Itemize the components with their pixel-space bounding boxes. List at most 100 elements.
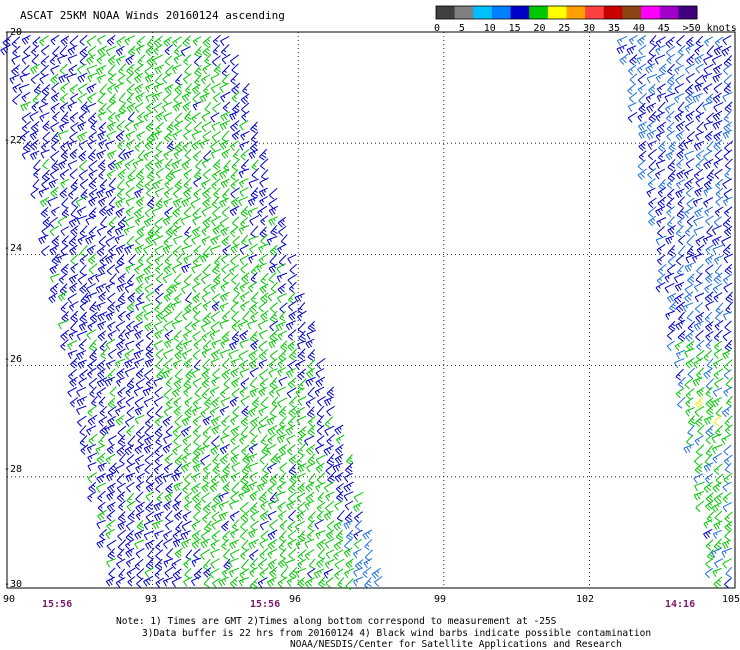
wind-barb: [109, 273, 117, 285]
wind-barb: [304, 500, 315, 511]
wind-barb: [143, 263, 153, 275]
wind-barb: [221, 148, 231, 159]
wind-barb: [79, 178, 89, 190]
wind-barb: [260, 500, 269, 511]
wind-barb: [51, 253, 60, 265]
wind-barb: [628, 35, 638, 46]
wind-barb: [267, 548, 278, 559]
wind-barb: [693, 490, 705, 501]
wind-barb: [126, 63, 135, 76]
wind-barb: [180, 538, 192, 549]
wind-barb: [268, 205, 279, 216]
wind-barb: [78, 111, 88, 123]
wind-barb: [354, 511, 363, 523]
wind-barb: [705, 539, 714, 551]
wind-barb: [241, 444, 250, 456]
wind-barb: [275, 491, 286, 501]
wind-barb: [715, 187, 724, 199]
wind-barb: [267, 529, 278, 541]
wind-barb: [86, 35, 97, 47]
wind-barb: [201, 348, 212, 359]
wind-barb: [125, 557, 135, 568]
wind-barb: [126, 72, 134, 84]
wind-barb: [192, 349, 201, 360]
wind-barb: [335, 443, 344, 455]
wind-barb: [154, 454, 164, 466]
wind-barb: [712, 244, 724, 255]
wind-barb: [154, 425, 163, 437]
wind-barb: [712, 452, 722, 464]
wind-barb: [297, 310, 307, 322]
wind-barb: [258, 349, 269, 361]
wind-barb: [269, 519, 279, 531]
wind-barb: [684, 101, 694, 113]
wind-barb: [686, 197, 695, 209]
wind-barb: [143, 310, 153, 321]
wind-barb: [695, 415, 704, 427]
wind-barb: [284, 558, 296, 569]
wind-barb: [307, 519, 315, 532]
wind-barb: [193, 510, 201, 522]
wind-barb: [40, 196, 50, 208]
wind-barb: [202, 63, 212, 75]
wind-barb: [723, 454, 733, 466]
wind-barb: [694, 435, 704, 446]
wind-barb: [152, 178, 163, 190]
wind-barb: [117, 539, 127, 552]
wind-barb: [174, 120, 184, 131]
wind-barb: [221, 53, 231, 65]
wind-barb: [667, 74, 676, 86]
wind-barb: [229, 539, 240, 550]
wind-barb: [88, 196, 98, 207]
wind-barb: [97, 311, 108, 322]
wind-barb: [228, 349, 239, 360]
wind-barb: [183, 576, 193, 587]
wind-barb: [705, 330, 714, 342]
wind-barb: [163, 149, 174, 161]
wind-barb: [713, 329, 723, 342]
wind-barb: [175, 520, 183, 533]
wind-barb: [145, 82, 155, 93]
wind-barb: [29, 111, 39, 122]
wind-barb: [77, 63, 87, 75]
wind-barb: [287, 273, 298, 285]
wind-barb: [229, 54, 239, 66]
wind-barb: [193, 434, 201, 447]
wind-barb: [145, 340, 154, 353]
wind-barb: [268, 500, 279, 510]
wind-barb: [305, 338, 315, 349]
wind-barb: [677, 396, 686, 409]
wind-barb: [677, 330, 686, 342]
wind-barb: [98, 196, 107, 207]
wind-barb: [98, 235, 107, 247]
wind-barb: [163, 263, 172, 275]
wind-barb: [230, 226, 239, 238]
wind-barb: [87, 358, 97, 371]
wind-barb: [194, 500, 202, 512]
wind-barb: [58, 73, 69, 84]
wind-barb: [627, 102, 637, 112]
wind-barb: [695, 397, 704, 409]
wind-barb: [125, 263, 136, 274]
wind-barb: [125, 320, 135, 332]
wind-barb: [279, 530, 287, 543]
wind-barb: [345, 558, 354, 569]
wind-barb: [231, 319, 241, 332]
wind-barb: [185, 368, 193, 380]
wind-barb: [151, 130, 163, 141]
wind-barb: [230, 358, 240, 368]
wind-barb: [162, 92, 172, 105]
wind-barb: [259, 196, 268, 207]
wind-barb: [257, 577, 268, 588]
wind-barb: [78, 150, 87, 162]
wind-barb: [137, 434, 146, 446]
wind-barb: [134, 72, 144, 84]
wind-barb: [193, 338, 202, 350]
wind-barb: [298, 330, 306, 343]
wind-barb: [240, 510, 250, 523]
wind-barb: [248, 254, 258, 264]
wind-barb: [295, 359, 306, 371]
legend-swatch: [491, 6, 512, 19]
wind-barb: [297, 348, 306, 361]
wind-barb: [675, 130, 685, 141]
